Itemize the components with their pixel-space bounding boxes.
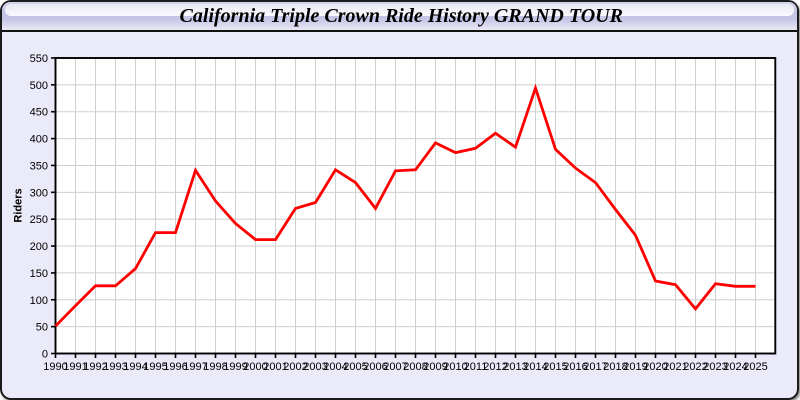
svg-text:2006: 2006 — [363, 361, 387, 373]
svg-text:2005: 2005 — [343, 361, 367, 373]
svg-text:1994: 1994 — [123, 361, 147, 373]
svg-text:2022: 2022 — [683, 361, 707, 373]
svg-text:350: 350 — [30, 160, 48, 172]
svg-text:2002: 2002 — [283, 361, 307, 373]
svg-text:2016: 2016 — [563, 361, 587, 373]
svg-text:50: 50 — [36, 322, 48, 334]
svg-text:2011: 2011 — [464, 361, 488, 373]
svg-text:550: 550 — [30, 53, 48, 65]
svg-text:2007: 2007 — [383, 361, 407, 373]
svg-text:1992: 1992 — [83, 361, 107, 373]
svg-text:2008: 2008 — [403, 361, 427, 373]
svg-text:2012: 2012 — [483, 361, 507, 373]
svg-text:1991: 1991 — [63, 361, 87, 373]
svg-text:2014: 2014 — [523, 361, 547, 373]
svg-text:300: 300 — [30, 187, 48, 199]
svg-text:1997: 1997 — [183, 361, 207, 373]
svg-text:400: 400 — [30, 134, 48, 146]
svg-text:2019: 2019 — [623, 361, 647, 373]
svg-text:450: 450 — [30, 107, 48, 119]
svg-text:2021: 2021 — [663, 361, 687, 373]
svg-text:2001: 2001 — [263, 361, 287, 373]
svg-text:1990: 1990 — [43, 361, 67, 373]
svg-text:1995: 1995 — [143, 361, 167, 373]
svg-text:2023: 2023 — [703, 361, 727, 373]
svg-text:1993: 1993 — [103, 361, 127, 373]
svg-text:2010: 2010 — [443, 361, 467, 373]
svg-text:150: 150 — [30, 268, 48, 280]
svg-text:200: 200 — [30, 241, 48, 253]
svg-text:2024: 2024 — [723, 361, 747, 373]
svg-text:2025: 2025 — [743, 361, 767, 373]
svg-text:500: 500 — [30, 80, 48, 92]
svg-text:1996: 1996 — [163, 361, 187, 373]
svg-text:2009: 2009 — [423, 361, 447, 373]
svg-text:2018: 2018 — [603, 361, 627, 373]
svg-text:2020: 2020 — [643, 361, 667, 373]
svg-text:2017: 2017 — [583, 361, 607, 373]
svg-text:1999: 1999 — [223, 361, 247, 373]
svg-text:2000: 2000 — [243, 361, 267, 373]
svg-text:2004: 2004 — [323, 361, 347, 373]
svg-text:100: 100 — [30, 295, 48, 307]
svg-text:2015: 2015 — [543, 361, 567, 373]
svg-text:2013: 2013 — [503, 361, 527, 373]
svg-text:0: 0 — [42, 349, 48, 361]
svg-text:Riders: Riders — [13, 188, 25, 222]
svg-text:250: 250 — [30, 214, 48, 226]
svg-text:2003: 2003 — [303, 361, 327, 373]
svg-text:1998: 1998 — [203, 361, 227, 373]
